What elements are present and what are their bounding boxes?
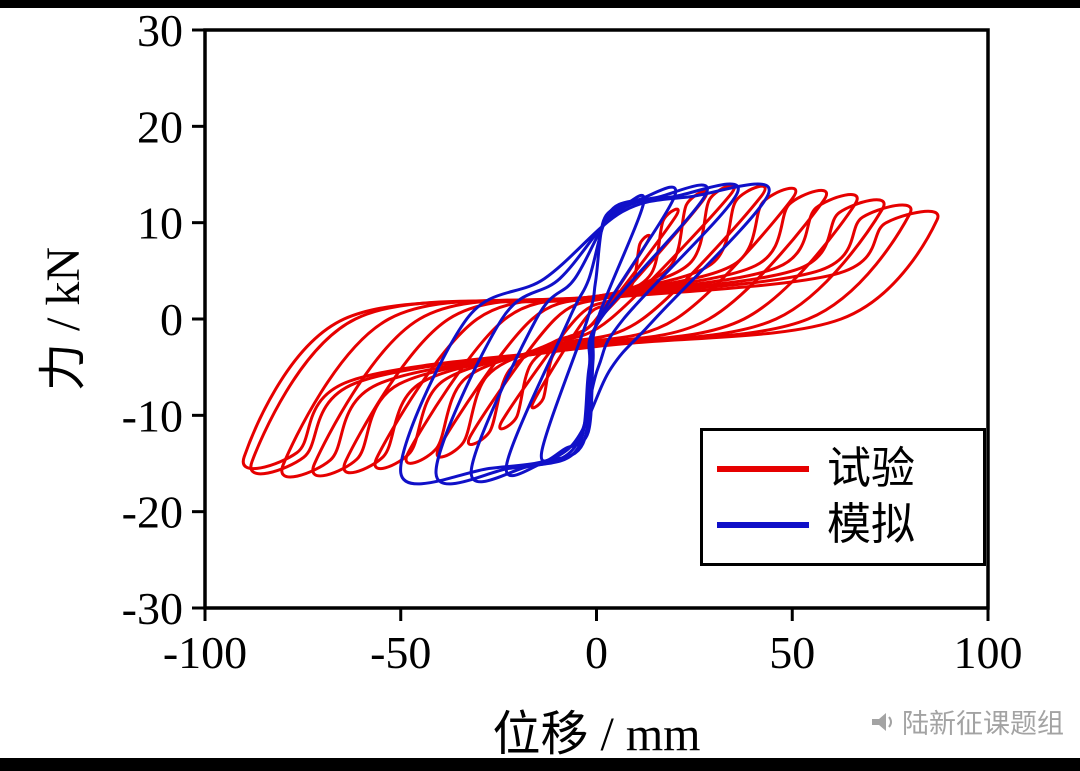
y-tick-label: 20 xyxy=(137,101,183,152)
x-tick-label: 50 xyxy=(769,627,815,678)
experiment-curve-loop xyxy=(404,184,767,465)
legend-item-simulation: 模拟 xyxy=(717,503,969,547)
simulation-curve-loop xyxy=(434,182,740,486)
legend: 试验 模拟 xyxy=(700,428,986,566)
y-tick-label: -20 xyxy=(122,487,183,538)
experiment-curve-loop xyxy=(373,186,798,470)
experiment-curve-loop xyxy=(342,189,828,475)
x-tick-label: -100 xyxy=(163,627,247,678)
y-tick-label: -30 xyxy=(122,583,183,634)
top-border-bar xyxy=(0,0,1080,8)
experiment-curve-loop xyxy=(241,209,940,471)
watermark: 陆新征课题组 xyxy=(869,702,1064,741)
x-tick-label: -50 xyxy=(370,627,431,678)
y-tick-label: -10 xyxy=(122,390,183,441)
y-axis-title: 力 / kN xyxy=(37,246,90,392)
experiment-curve-loop xyxy=(435,183,737,459)
megaphone-icon xyxy=(872,712,892,731)
simulation-curve-loop xyxy=(399,182,771,486)
y-tick-label: 0 xyxy=(160,294,183,345)
y-tick-label: 10 xyxy=(137,198,183,249)
simulation-line-sample xyxy=(717,522,809,528)
watermark-text: 陆新征课题组 xyxy=(902,709,1064,739)
x-tick-label: 0 xyxy=(585,627,608,678)
plot-frame xyxy=(203,28,990,610)
legend-label-experiment: 试验 xyxy=(827,444,915,493)
legend-item-experiment: 试验 xyxy=(717,447,969,491)
experiment-line-sample xyxy=(717,466,809,472)
y-tick-label: 30 xyxy=(137,5,183,56)
legend-label-simulation: 模拟 xyxy=(827,500,915,549)
experiment-curve-loop xyxy=(467,189,709,447)
bottom-border-bar xyxy=(0,758,1080,771)
x-tick-label: 100 xyxy=(954,627,1023,678)
x-axis-title: 位移 / mm xyxy=(492,708,701,761)
